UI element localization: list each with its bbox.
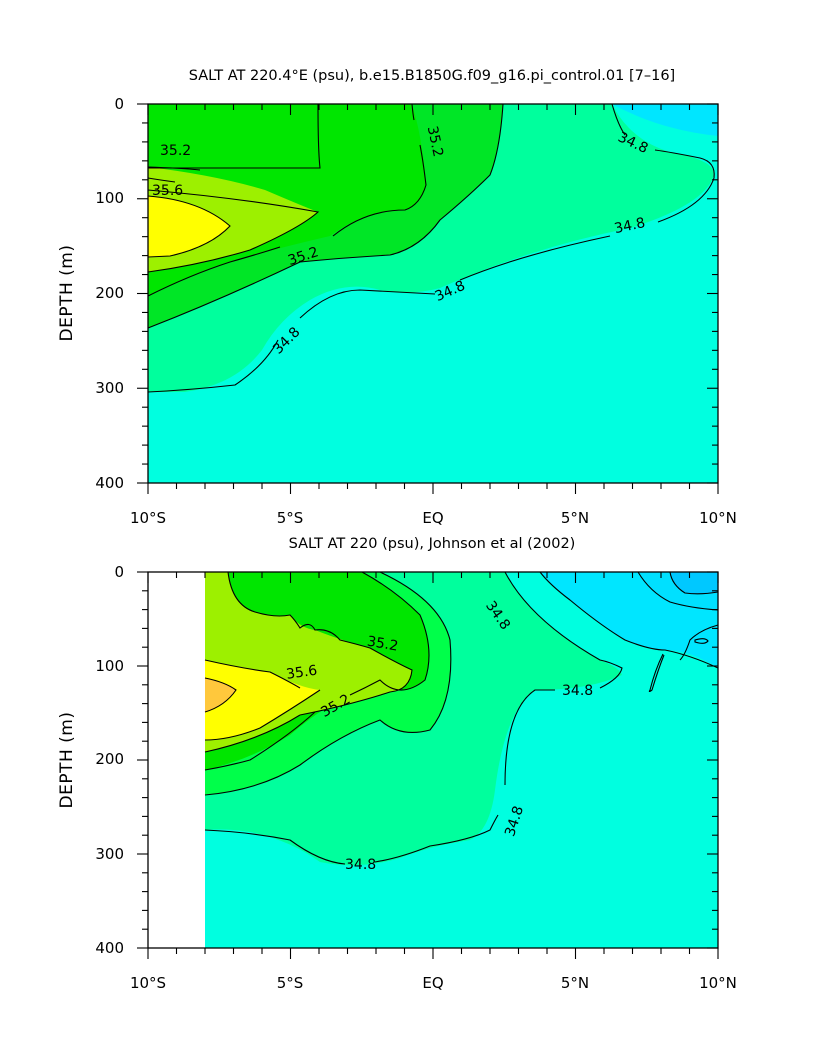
top-contour-352-inner xyxy=(148,103,321,169)
bottom-clabel-5: 34.8 xyxy=(562,683,593,699)
bottom-contour-344 xyxy=(669,571,719,595)
top-contour-354b xyxy=(147,166,201,183)
top-xtick-5s: 5°S xyxy=(277,509,304,527)
bottom-contour-eastdip xyxy=(648,653,665,693)
bottom-clabel-1: 35.2 xyxy=(366,634,399,655)
top-fill-35.6 xyxy=(148,196,230,257)
top-contour-348-edge xyxy=(654,149,715,223)
bottom-ylabel: DEPTH (m) xyxy=(57,712,77,809)
bottom-xtick-10n: 10°N xyxy=(699,974,737,992)
top-contour-348-left xyxy=(147,339,279,393)
top-ytick-200: 200 xyxy=(95,284,124,302)
bottom-contour-348-deep xyxy=(204,829,346,865)
top-field xyxy=(148,104,718,483)
top-xtick-eq: EQ xyxy=(422,509,443,527)
bottom-panel: SALT AT 220 (psu), Johnson et al (2002) xyxy=(57,536,737,992)
bottom-ytick-100: 100 xyxy=(95,657,124,675)
bottom-contour-354 xyxy=(227,571,413,716)
top-contour-348-top xyxy=(611,103,626,136)
bottom-contour-350 xyxy=(204,571,452,796)
bottom-contour-356 xyxy=(204,659,321,741)
top-contour-352-upper xyxy=(411,103,415,121)
top-panel: SALT AT 220.4°E (psu), b.e15.B1850G.f09_… xyxy=(57,68,737,527)
top-ylabel: DEPTH (m) xyxy=(57,245,77,342)
top-ytick-100: 100 xyxy=(95,189,124,207)
bottom-title: SALT AT 220 (psu), Johnson et al (2002) xyxy=(289,536,576,552)
bottom-clabel-7: 34.8 xyxy=(345,857,376,873)
bottom-ticks xyxy=(137,571,719,959)
top-fill-fresh-corner xyxy=(612,104,718,136)
bottom-fill-35.8 xyxy=(205,678,236,712)
top-clabel-3: 35.2 xyxy=(424,125,446,159)
bottom-contour-352c xyxy=(204,714,301,753)
top-contour-352-outer xyxy=(147,246,281,297)
top-contour-350 xyxy=(147,103,504,329)
bottom-contour-oval xyxy=(694,638,709,644)
bottom-fill-freshest xyxy=(670,572,718,594)
bottom-contour-346 xyxy=(539,571,719,669)
bottom-ytick-0: 0 xyxy=(114,563,124,581)
bottom-xtick-5s: 5°S xyxy=(277,974,304,992)
bottom-contour-352b xyxy=(204,711,316,771)
top-ytick-300: 300 xyxy=(95,379,124,397)
bottom-ytick-200: 200 xyxy=(95,750,124,768)
top-ticks xyxy=(137,103,719,494)
top-xtick-10n: 10°N xyxy=(699,509,737,527)
top-xtick-10s: 10°S xyxy=(130,509,166,527)
bottom-contour-358 xyxy=(204,677,237,713)
top-clabel-7: 34.8 xyxy=(613,215,647,237)
top-contour-348-right xyxy=(459,235,611,281)
top-ytick-400: 400 xyxy=(95,474,124,492)
top-contour-348-mid xyxy=(299,289,436,319)
bottom-ytick-300: 300 xyxy=(95,845,124,863)
bottom-contour-348-deep2 xyxy=(374,814,499,863)
bottom-contour-344b xyxy=(679,624,719,661)
bottom-contour-348-east xyxy=(504,571,623,689)
bottom-xtick-eq: EQ xyxy=(422,974,443,992)
top-contour-352-right xyxy=(332,144,427,237)
bottom-clabel-2: 35.6 xyxy=(285,663,318,683)
bottom-contour-346b xyxy=(637,571,719,611)
top-title: SALT AT 220.4°E (psu), b.e15.B1850G.f09_… xyxy=(189,68,675,84)
top-xtick-5n: 5°N xyxy=(561,509,589,527)
bottom-fill-35.6 xyxy=(205,660,320,740)
top-contour-356 xyxy=(147,195,231,258)
bottom-xtick-5n: 5°N xyxy=(561,974,589,992)
top-contours xyxy=(147,103,715,393)
bottom-contours xyxy=(204,571,719,865)
top-ytick-0: 0 xyxy=(114,95,124,113)
top-clabel-2: 35.6 xyxy=(152,183,183,199)
top-clabel-1: 35.2 xyxy=(160,143,191,159)
top-contour-354 xyxy=(147,189,320,273)
bottom-xtick-10s: 10°S xyxy=(130,974,166,992)
bottom-contour-348-mid xyxy=(504,689,555,786)
bottom-contour-352a xyxy=(349,571,430,696)
bottom-ytick-400: 400 xyxy=(95,939,124,957)
bottom-field xyxy=(205,572,718,948)
